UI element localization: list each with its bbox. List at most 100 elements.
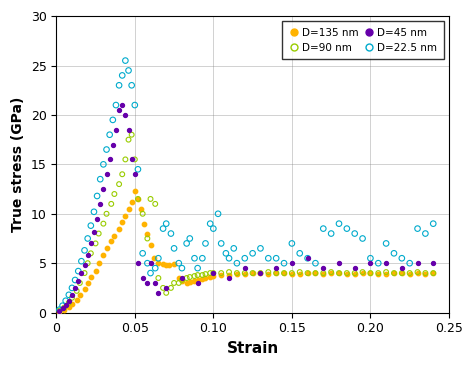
D=45 nm: [304, 255, 311, 261]
D=135 nm: [186, 279, 193, 285]
D=135 nm: [175, 275, 182, 281]
D=90 nm: [359, 269, 366, 275]
D=45 nm: [134, 260, 142, 266]
D=135 nm: [155, 260, 162, 266]
D=22.5 nm: [194, 265, 201, 271]
D=22.5 nm: [218, 240, 225, 246]
D=135 nm: [366, 270, 374, 276]
D=45 nm: [100, 186, 107, 192]
D=45 nm: [241, 265, 248, 271]
D=45 nm: [131, 171, 138, 177]
D=135 nm: [202, 275, 210, 281]
D=45 nm: [84, 252, 91, 258]
D=22.5 nm: [178, 265, 186, 271]
D=135 nm: [280, 270, 288, 276]
D=22.5 nm: [366, 255, 374, 261]
D=45 nm: [93, 216, 101, 222]
D=22.5 nm: [112, 102, 120, 108]
D=135 nm: [390, 270, 398, 276]
D=135 nm: [55, 309, 63, 315]
D=90 nm: [249, 270, 256, 276]
D=90 nm: [398, 270, 406, 276]
D=90 nm: [81, 270, 88, 276]
D=135 nm: [68, 301, 76, 307]
D=22.5 nm: [230, 246, 237, 251]
D=22.5 nm: [406, 260, 413, 266]
D=90 nm: [343, 270, 351, 276]
D=45 nm: [87, 240, 95, 246]
D=135 nm: [108, 239, 115, 244]
D=135 nm: [73, 297, 81, 303]
D=90 nm: [110, 191, 118, 197]
D=135 nm: [165, 262, 173, 268]
D=90 nm: [366, 270, 374, 276]
D=22.5 nm: [374, 260, 382, 266]
D=45 nm: [122, 112, 129, 118]
D=45 nm: [256, 270, 264, 276]
D=135 nm: [359, 270, 366, 276]
D=45 nm: [59, 305, 66, 310]
D=22.5 nm: [84, 236, 91, 241]
D=135 nm: [100, 252, 107, 258]
D=135 nm: [84, 280, 91, 286]
D=45 nm: [71, 285, 79, 291]
D=22.5 nm: [421, 230, 429, 236]
D=22.5 nm: [139, 250, 146, 256]
D=135 nm: [150, 255, 157, 261]
D=22.5 nm: [398, 255, 406, 261]
D=22.5 nm: [103, 146, 110, 152]
D=22.5 nm: [118, 72, 126, 78]
D=90 nm: [191, 273, 198, 279]
D=22.5 nm: [147, 270, 155, 276]
D=135 nm: [95, 260, 102, 266]
D=90 nm: [390, 270, 398, 276]
D=90 nm: [122, 156, 129, 162]
D=45 nm: [128, 156, 136, 162]
D=22.5 nm: [390, 250, 398, 256]
D=22.5 nm: [167, 230, 175, 236]
D=90 nm: [139, 211, 146, 217]
D=135 nm: [125, 206, 132, 212]
D=135 nm: [147, 243, 155, 248]
D=90 nm: [194, 272, 201, 278]
D=45 nm: [210, 270, 217, 276]
D=22.5 nm: [273, 255, 280, 261]
D=22.5 nm: [202, 240, 210, 246]
D=22.5 nm: [414, 226, 421, 232]
D=90 nm: [73, 288, 81, 294]
D=90 nm: [264, 269, 272, 275]
D=45 nm: [115, 107, 123, 113]
D=135 nm: [76, 292, 83, 298]
D=90 nm: [167, 285, 175, 291]
D=90 nm: [328, 269, 335, 275]
D=45 nm: [139, 275, 146, 281]
D=22.5 nm: [359, 236, 366, 241]
D=90 nm: [406, 270, 413, 276]
D=90 nm: [206, 270, 214, 276]
D=135 nm: [421, 271, 429, 277]
D=22.5 nm: [206, 221, 214, 226]
D=135 nm: [194, 277, 201, 283]
D=90 nm: [280, 270, 288, 276]
D=90 nm: [128, 132, 136, 138]
D=22.5 nm: [106, 132, 113, 138]
D=22.5 nm: [264, 255, 272, 261]
D=45 nm: [112, 127, 120, 133]
D=135 nm: [131, 188, 138, 194]
D=45 nm: [335, 260, 343, 266]
D=45 nm: [366, 260, 374, 266]
D=90 nm: [186, 274, 193, 280]
D=90 nm: [421, 270, 429, 276]
D=135 nm: [81, 286, 88, 292]
D=22.5 nm: [241, 255, 248, 261]
D=22.5 nm: [90, 209, 98, 215]
D=90 nm: [178, 277, 186, 283]
D=22.5 nm: [134, 166, 142, 172]
D=135 nm: [398, 270, 406, 276]
D=22.5 nm: [81, 247, 88, 253]
D=90 nm: [183, 275, 191, 281]
D=135 nm: [206, 274, 214, 280]
D=22.5 nm: [93, 193, 101, 199]
D=22.5 nm: [115, 82, 123, 88]
D=135 nm: [304, 270, 311, 276]
